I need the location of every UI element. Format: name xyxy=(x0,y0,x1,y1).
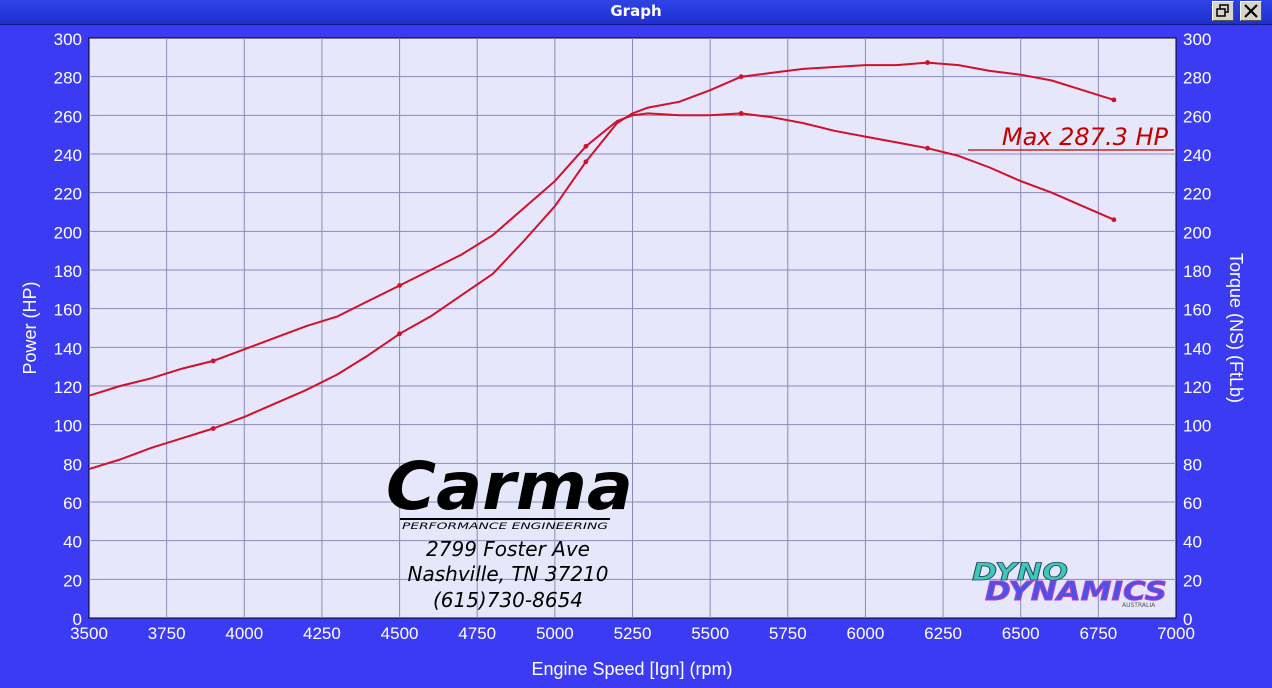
x-axis: 3500 3750 4000 4250 4500 4750 5000 5250 5500 5750… xyxy=(70,624,1195,643)
x-tick-label: 3500 xyxy=(70,624,108,643)
x-tick-label: 5250 xyxy=(614,624,652,643)
y-tick-label-right: 0 xyxy=(1183,610,1192,629)
data-point xyxy=(210,426,216,431)
y-tick-label-left: 120 xyxy=(54,378,82,397)
data-point xyxy=(397,283,402,288)
x-tick-label: 3750 xyxy=(148,624,186,643)
y-tick-label-right: 60 xyxy=(1183,494,1202,513)
torque-line xyxy=(88,112,1115,397)
data-point xyxy=(583,159,589,165)
address-line1: 2799 Foster Ave xyxy=(426,537,590,561)
y-tick-label-right: 120 xyxy=(1183,378,1211,397)
x-tick-label: 6250 xyxy=(924,624,962,643)
carma-logo: Carma PERFORMANCE ENGINEERING xyxy=(386,448,633,532)
x-tick-label: 5000 xyxy=(536,624,574,643)
y-tick-label-left: 20 xyxy=(63,571,82,590)
data-point xyxy=(738,111,744,116)
y-tick-label-right: 160 xyxy=(1183,301,1211,320)
y-tick-label-right: 220 xyxy=(1183,185,1211,204)
data-point xyxy=(583,143,589,149)
x-tick-label: 6750 xyxy=(1079,624,1117,643)
data-point xyxy=(397,331,402,337)
y-tick-label-right: 20 xyxy=(1183,571,1202,590)
y-tick-label-left: 220 xyxy=(54,185,82,204)
title-bar[interactable]: Graph xyxy=(0,0,1272,25)
x-tick-label: 5750 xyxy=(769,624,807,643)
y-axis-label-right: Torque (NS) (FtLb) xyxy=(1226,253,1246,403)
x-axis-label: Engine Speed [Ign] (rpm) xyxy=(531,659,732,679)
window-title: Graph xyxy=(610,2,662,20)
close-button[interactable] xyxy=(1240,1,1262,21)
y-tick-label-right: 140 xyxy=(1183,339,1211,358)
y-tick-label-left: 280 xyxy=(54,69,82,88)
y-tick-label-left: 300 xyxy=(54,30,82,49)
x-tick-label: 4750 xyxy=(458,624,496,643)
y-tick-label-left: 140 xyxy=(54,339,82,358)
phone-number: (615)730-8654 xyxy=(433,588,583,612)
x-tick-label: 4000 xyxy=(225,624,263,643)
y-tick-label-right: 200 xyxy=(1183,223,1211,242)
y-tick-label-left: 60 xyxy=(63,494,82,513)
x-tick-label: 4500 xyxy=(381,624,419,643)
y-tick-label-left: 200 xyxy=(54,223,82,242)
power-line xyxy=(88,61,1115,471)
svg-text:AUSTRALIA: AUSTRALIA xyxy=(1122,602,1156,609)
y-tick-label-left: 40 xyxy=(63,533,82,552)
restore-button[interactable] xyxy=(1212,1,1234,21)
y-tick-label-left: 100 xyxy=(54,417,82,436)
svg-text:DYNAMICS: DYNAMICS xyxy=(985,577,1167,607)
data-point xyxy=(1111,97,1117,103)
y-tick-label-left: 80 xyxy=(63,455,82,474)
x-tick-label: 6000 xyxy=(847,624,885,643)
y-tick-label-right: 300 xyxy=(1183,30,1211,49)
y-tick-label-left: 260 xyxy=(54,107,82,126)
x-tick-label: 7000 xyxy=(1157,624,1195,643)
address-line2: Nashville, TN 37210 xyxy=(408,562,609,586)
y-tick-label-right: 40 xyxy=(1183,533,1202,552)
svg-text:Carma: Carma xyxy=(386,448,633,525)
dyno-dynamics-logo: DYNO DYNAMICS AUSTRALIA xyxy=(972,558,1168,609)
y-tick-label-right: 260 xyxy=(1183,107,1211,126)
svg-text:PERFORMANCE ENGINEERING: PERFORMANCE ENGINEERING xyxy=(402,522,608,532)
y-tick-label-right: 240 xyxy=(1183,146,1211,165)
x-tick-label: 4250 xyxy=(303,624,341,643)
y-axis-left: 0 20 40 60 80 100 120 140 160 180 200 220 240 260 280 3… xyxy=(54,30,82,629)
y-tick-label-left: 240 xyxy=(54,146,82,165)
y-tick-label-right: 180 xyxy=(1183,262,1211,281)
restore-icon xyxy=(1216,4,1229,17)
x-tick-label: 6500 xyxy=(1002,624,1040,643)
y-axis-label-left: Power (HP) xyxy=(20,281,40,374)
y-tick-label-right: 100 xyxy=(1183,417,1211,436)
y-tick-label-left: 180 xyxy=(54,262,82,281)
y-tick-label-left: 0 xyxy=(73,610,82,629)
data-point xyxy=(925,60,930,65)
data-point xyxy=(925,145,930,151)
data-point xyxy=(1111,217,1117,223)
y-tick-label-right: 280 xyxy=(1183,69,1211,88)
svg-text:DYNO: DYNO xyxy=(972,558,1068,586)
series-layer xyxy=(88,60,1117,471)
y-tick-label-right: 80 xyxy=(1183,455,1202,474)
close-icon xyxy=(1244,4,1258,18)
max-hp-annotation: Max 287.3 HP xyxy=(1002,123,1169,151)
y-tick-label-left: 160 xyxy=(54,301,82,320)
y-axis-right: 0 20 40 60 80 100 120 140 160 180 200 220 240 260 280 3… xyxy=(1183,30,1211,629)
data-point xyxy=(738,74,744,80)
grid xyxy=(89,38,1176,618)
x-tick-label: 5500 xyxy=(691,624,729,643)
data-point xyxy=(210,358,216,364)
